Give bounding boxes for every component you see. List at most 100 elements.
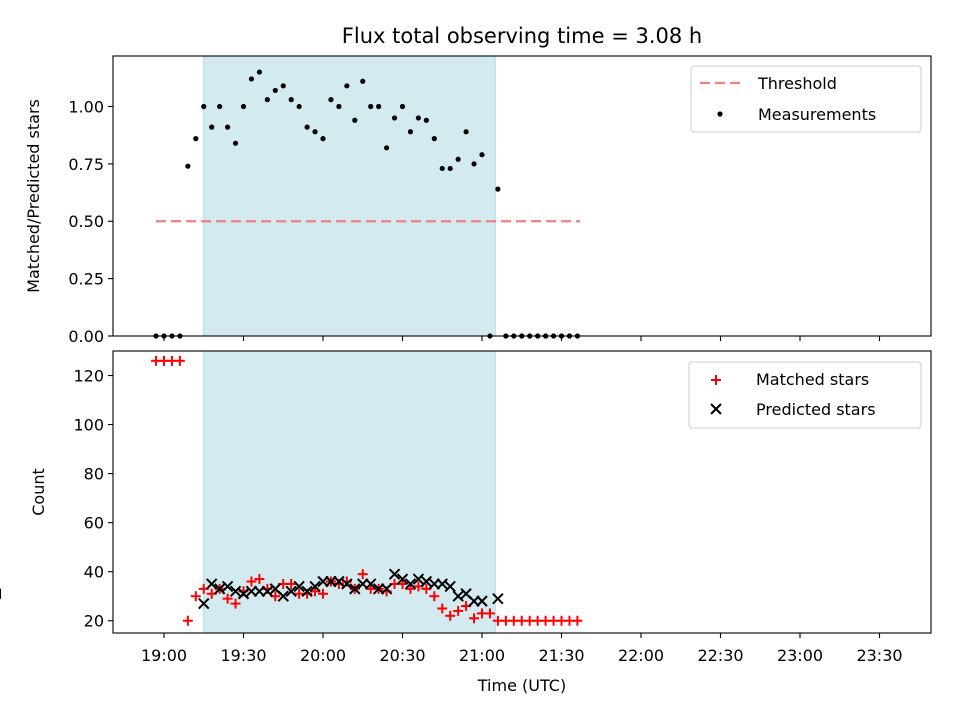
x-tick-label: 19:30 [220, 646, 266, 665]
predicted-star-point [205, 578, 218, 590]
predicted-star-point [396, 573, 409, 585]
predicted-star-point [221, 580, 234, 593]
top-axes-frame [112, 55, 932, 337]
top-y-ticks: 0.00 0.25 0.50 0.75 1.00 [68, 97, 113, 346]
legend-threshold-label: Threshold [757, 74, 837, 93]
y-tick-label: 0.75 [68, 155, 104, 174]
measurement-point [264, 97, 270, 103]
measurement-point [288, 97, 294, 103]
bottom-axes-frame [112, 350, 932, 634]
legend-predicted-swatch [710, 403, 722, 415]
measurement-point [431, 136, 437, 142]
matched-star-point [246, 576, 257, 587]
measurement-point [391, 115, 398, 121]
legend-measurements-swatch [717, 111, 723, 117]
matched-star-point [572, 615, 583, 626]
measurement-point [336, 103, 342, 110]
measurement-point [225, 124, 231, 130]
predicted-star-point [404, 578, 417, 590]
y-tick-label: 80 [84, 465, 104, 484]
measurement-point [471, 161, 477, 167]
top-x-ticks [163, 336, 881, 341]
y-tick-label: 60 [84, 514, 104, 533]
legend-measurements-label: Measurements [758, 105, 876, 124]
matched-star-point [469, 613, 480, 624]
predicted-star-point [412, 573, 425, 585]
predicted-star-point [309, 580, 321, 593]
x-tick-label: 21:00 [459, 646, 505, 665]
predicted-star-point [436, 578, 448, 590]
measurement-point [360, 78, 366, 84]
matched-star-point [429, 591, 440, 602]
y-tick-label: 20 [84, 612, 104, 631]
top-legend: Threshold Measurements [690, 65, 922, 133]
bottom-legend: Matched stars Predicted stars [688, 361, 922, 429]
x-tick-label: 23:30 [856, 646, 902, 665]
predicted-star-point [261, 585, 274, 598]
predicted-star-point [364, 578, 377, 590]
top-highlight-span [203, 55, 496, 337]
x-axis-label: Time (UTC) [477, 676, 566, 695]
predicted-star-point [213, 583, 226, 595]
matched-star-point [286, 578, 297, 589]
chart-title: Flux total observing time = 3.08 h [342, 24, 702, 48]
bottom-panel: 20 40 60 80 100 120 19:00 19:30 20:00 20:30 21:00… [0, 350, 932, 695]
top-panel: 0.00 0.25 0.50 0.75 1.00 Flux total observin… [24, 24, 932, 346]
measurement-point [368, 103, 374, 110]
predicted-star-point [420, 575, 433, 588]
measurement-point [217, 103, 223, 110]
legend-predicted-label: Predicted stars [756, 400, 876, 419]
measurement-point [320, 136, 326, 142]
y-tick-label: 0.00 [68, 327, 104, 346]
bottom-x-ticks: 19:00 19:30 20:00 20:30 21:00 21:30 22:00 22:30… [141, 633, 903, 665]
measurement-point [304, 124, 310, 130]
legend-matched-label: Matched stars [756, 370, 869, 389]
x-tick-label: 22:30 [697, 646, 743, 665]
predicted-star-point [285, 585, 297, 598]
predicted-star-point [301, 585, 313, 598]
measurement-point [344, 83, 350, 89]
matched-star-point [182, 615, 193, 626]
matched-star-point [437, 603, 448, 614]
predicted-star-point [293, 580, 305, 593]
y-tick-label: 1.00 [68, 97, 104, 116]
matched-star-point [254, 574, 265, 585]
predicted-star-point [277, 590, 289, 602]
y-tick-label: 0.50 [68, 212, 104, 231]
predicted-star-point [349, 583, 361, 595]
measurement-point [240, 103, 247, 110]
measurement-point [439, 165, 445, 172]
measurement-point [280, 83, 286, 89]
measurement-point [296, 103, 302, 110]
predicted-star-point [341, 578, 353, 590]
matched-star-point [445, 610, 456, 621]
measurement-point [272, 87, 278, 94]
measurement-point [328, 97, 334, 103]
matched-star-point [310, 586, 321, 597]
matched-star-point [484, 608, 495, 619]
measurement-point [256, 69, 262, 75]
y-tick-label: 0.25 [68, 270, 104, 289]
measurement-point [447, 165, 453, 172]
matched-star-point [230, 598, 241, 609]
measurement-points [153, 69, 581, 339]
measurement-point [495, 186, 501, 192]
x-tick-label: 19:00 [141, 646, 187, 665]
matched-star-point [453, 605, 464, 616]
measurement-point [376, 103, 382, 110]
measurement-point [232, 140, 239, 146]
matched-star-point [222, 593, 233, 604]
predicted-star-point [237, 588, 250, 600]
measurement-point [455, 156, 461, 162]
x-tick-label: 20:00 [300, 646, 346, 665]
x-tick-label: 23:00 [777, 646, 823, 665]
top-y-axis-label: Matched/Predicted stars [24, 99, 43, 293]
y-tick-label: 40 [84, 563, 104, 582]
measurement-point [201, 103, 207, 110]
measurement-point [407, 129, 414, 135]
predicted-star-point [476, 595, 488, 607]
predicted-star-point [444, 580, 456, 593]
x-tick-label: 22:00 [618, 646, 664, 665]
measurement-point [312, 129, 318, 135]
